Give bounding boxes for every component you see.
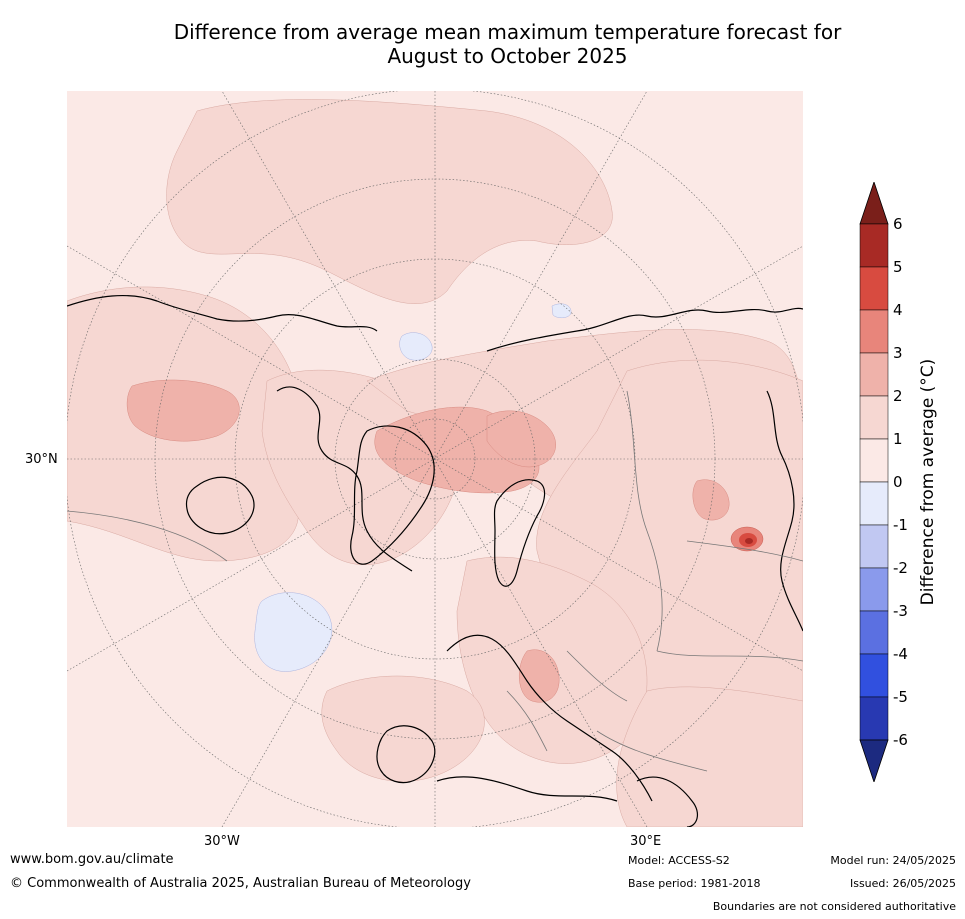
footer-issued: Issued: 26/05/2025 (849, 877, 956, 890)
coast-alaska (67, 294, 378, 332)
coastlines (67, 294, 803, 827)
colorbar-tick-label: -6 (893, 731, 908, 749)
colorbar-cell (859, 266, 889, 311)
coast-arabia (636, 776, 699, 827)
anomaly-east-europe (518, 649, 560, 703)
colorbar-cell (859, 696, 889, 741)
country-borders (67, 390, 803, 772)
colorbar-label: Difference from average (°C) (918, 358, 938, 606)
anomaly-2-3-regions (126, 379, 730, 703)
chart-title: Difference from average mean maximum tem… (60, 20, 955, 68)
footer-model: Model: ACCESS-S2 (628, 854, 730, 867)
colorbar-cell (859, 438, 889, 483)
coast-mediterranean (436, 776, 618, 802)
title-line-2: August to October 2025 (387, 44, 628, 68)
title-line-1: Difference from average mean maximum tem… (173, 20, 842, 44)
anomaly-arctic-cool (399, 332, 433, 361)
colorbar-cell (859, 610, 889, 655)
colorbar-cell (859, 524, 889, 569)
colorbar-tick-label: -2 (893, 559, 908, 577)
coast-canada-arctic (276, 386, 413, 572)
footer-copyright: © Commonwealth of Australia 2025, Austra… (10, 876, 471, 891)
colorbar-tick-label: 1 (893, 430, 903, 448)
footer-website[interactable]: www.bom.gov.au/climate (10, 852, 174, 867)
anomaly-laptev-cool (551, 303, 572, 318)
colorbar-cell (859, 567, 889, 612)
colorbar-tick-label: -1 (893, 516, 908, 534)
map-svg (67, 91, 803, 827)
colorbar-tick-label: 0 (893, 473, 903, 491)
colorbar-extension-low (859, 739, 889, 782)
colorbar-tick-label: 6 (893, 215, 903, 233)
anomaly-north-atlantic-cool (254, 592, 333, 672)
anomaly-north-pacific (166, 99, 613, 304)
colorbar-tick-label: -5 (893, 688, 908, 706)
anomaly-central-asia (692, 479, 730, 521)
coast-europe (446, 634, 653, 802)
footer-disclaimer: Boundaries are not considered authoritat… (712, 900, 956, 913)
colorbar-cell (859, 653, 889, 698)
lon-label-30w: 30°W (204, 834, 240, 849)
anomaly-hotspots (730, 526, 764, 552)
forecast-map (67, 91, 803, 827)
anomaly-barents-kara (486, 410, 556, 468)
coast-east-asia (766, 390, 803, 632)
colorbar-tick-label: 5 (893, 258, 903, 276)
anomaly-south-asia (616, 686, 803, 827)
anomaly-east-asia-5-6 (745, 538, 753, 544)
coast-siberia (486, 307, 803, 352)
colorbar-cell (859, 223, 889, 268)
colorbar-tick-label: -3 (893, 602, 908, 620)
colorbar-extension-high (859, 182, 889, 225)
coast-scandinavia (493, 479, 546, 587)
anomaly-negative-regions (254, 303, 572, 672)
footer-model-run: Model run: 24/05/2025 (830, 854, 956, 867)
colorbar-cell (859, 481, 889, 526)
coast-iberia (376, 725, 436, 784)
colorbar-tick-label: 3 (893, 344, 903, 362)
colorbar-cell (859, 395, 889, 440)
anomaly-atlantic (321, 675, 485, 782)
coast-hudson-bay (185, 476, 255, 535)
footer-base-period: Base period: 1981-2018 (628, 877, 761, 890)
lon-label-30e: 30°E (630, 834, 662, 849)
coast-greenland (350, 425, 435, 565)
colorbar (859, 182, 889, 782)
colorbar-tick-label: -4 (893, 645, 908, 663)
anomaly-alaska-yukon (126, 379, 240, 442)
lat-label-30n: 30°N (25, 452, 58, 467)
colorbar-cell (859, 352, 889, 397)
colorbar-tick-label: 2 (893, 387, 903, 405)
colorbar-cell (859, 309, 889, 354)
colorbar-tick-label: 4 (893, 301, 903, 319)
